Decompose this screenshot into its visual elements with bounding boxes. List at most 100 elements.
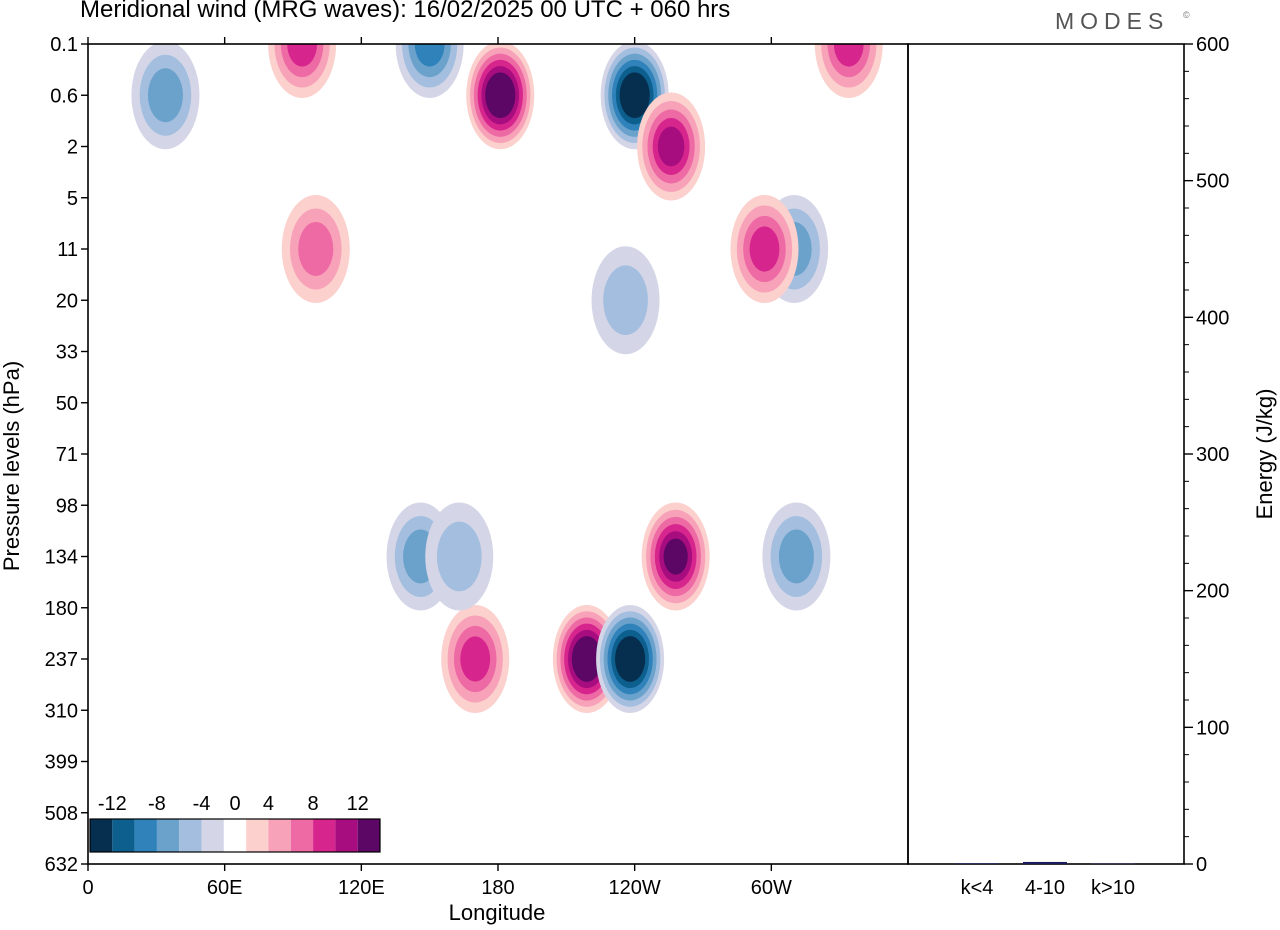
energy-panel-frame [907, 43, 1185, 865]
colorbar-label: -8 [148, 793, 166, 815]
pressure-tick-label: 98 [56, 495, 78, 517]
pressure-axis: 0.1 0.6 2 5 11 20 33 50 71 98 134 180 237 310 399 508 63… [45, 34, 88, 876]
logo-copyright-mark: © [1183, 10, 1190, 20]
chart-title: Meridional wind (MRG waves): 16/02/2025 … [80, 0, 731, 23]
contour-band [436, 521, 482, 592]
positive-wind-anomaly [637, 92, 706, 201]
colorbar-swatch [290, 819, 314, 852]
pressure-tick-label: 0.1 [50, 34, 78, 56]
contour-band [414, 44, 445, 67]
energy-tick-label: 300 [1196, 444, 1229, 466]
positive-wind-anomaly [641, 502, 710, 611]
pressure-tick-label: 399 [45, 752, 78, 774]
contour-band [298, 222, 334, 276]
positive-wind-anomaly [268, 44, 337, 98]
y-axis-title: Pressure levels (hPa) [0, 360, 24, 572]
plot-frame [87, 43, 909, 865]
negative-wind-anomaly [395, 44, 464, 98]
contour-band [488, 78, 512, 112]
colorbar: -12 -8 -4 0 4 8 12 [89, 793, 381, 853]
contour-band [147, 68, 183, 123]
pressure-tick-label: 632 [45, 854, 78, 876]
pressure-tick-label: 508 [45, 803, 78, 825]
energy-tick-label: 200 [1196, 581, 1229, 603]
pressure-tick-label: 50 [56, 393, 78, 415]
colorbar-swatch [179, 819, 202, 852]
colorbar-label: 0 [229, 793, 240, 815]
energy-tick-label: 600 [1196, 34, 1229, 56]
energy-bar [1091, 863, 1135, 865]
contour-field [131, 44, 883, 713]
colorbar-swatch [134, 819, 157, 852]
energy-bar [955, 863, 999, 864]
energy-tick-label: 100 [1196, 717, 1229, 739]
contour-band [657, 126, 685, 167]
positive-wind-anomaly [441, 605, 510, 713]
colorbar-label: 4 [263, 793, 274, 815]
energy-axis: 0 100 200 300 400 500 600 [1184, 34, 1229, 876]
contour-band [603, 265, 648, 336]
colorbar-label: 8 [308, 793, 319, 815]
pressure-tick-label: 310 [45, 700, 78, 722]
negative-wind-anomaly [596, 605, 665, 713]
negative-wind-anomaly [425, 502, 494, 611]
colorbar-label: 12 [347, 793, 369, 815]
colorbar-swatch [246, 819, 269, 852]
contour-band [778, 529, 814, 584]
pressure-tick-label: 134 [45, 547, 78, 569]
energy-tick-label: 0 [1196, 854, 1207, 876]
colorbar-swatch [156, 819, 180, 852]
longitude-axis: 0 60E 120E 180 120W 60W [82, 37, 792, 899]
energy-category-label: k>10 [1091, 877, 1135, 899]
positive-wind-anomaly [814, 44, 883, 98]
colorbar-swatch [268, 819, 291, 852]
contour-band [833, 44, 864, 67]
negative-wind-anomaly [762, 502, 831, 611]
pressure-tick-label: 5 [67, 188, 78, 210]
colorbar-swatch [335, 819, 358, 852]
longitude-tick-label: 60W [751, 877, 792, 899]
pressure-tick-label: 0.6 [50, 85, 78, 107]
energy-category-labels: k<4 4-10 k>10 [961, 877, 1135, 899]
colorbar-swatch [201, 819, 224, 852]
contour-band [663, 538, 688, 575]
pressure-tick-label: 33 [56, 342, 78, 364]
colorbar-swatch [223, 819, 247, 852]
colorbar-swatch [112, 819, 135, 852]
contour-band [287, 44, 318, 67]
pressure-tick-label: 2 [67, 137, 78, 159]
longitude-tick-label: 120E [338, 877, 385, 899]
positive-wind-anomaly [466, 44, 535, 150]
negative-wind-anomaly [131, 44, 200, 150]
longitude-tick-label: 60E [207, 877, 243, 899]
energy-category-label: k<4 [961, 877, 994, 899]
pressure-tick-label: 237 [45, 649, 78, 671]
energy-tick-label: 400 [1196, 307, 1229, 329]
negative-wind-anomaly [591, 246, 660, 355]
pressure-tick-label: 11 [57, 239, 78, 261]
contour-band [623, 78, 646, 112]
energy-tick-label: 500 [1196, 171, 1229, 193]
energy-axis-title: Energy (J/kg) [1252, 388, 1277, 520]
longitude-tick-label: 180 [481, 877, 514, 899]
energy-category-label: 4-10 [1025, 877, 1065, 899]
colorbar-swatch [357, 819, 380, 852]
colorbar-label: -12 [98, 793, 127, 815]
pressure-tick-label: 180 [45, 598, 78, 620]
contour-band [618, 642, 642, 676]
modes-logo: MODES [1055, 8, 1170, 34]
pressure-tick-label: 20 [56, 290, 78, 312]
contour-band [575, 642, 599, 676]
energy-bars [955, 861, 1135, 865]
contour-band [460, 636, 491, 682]
pressure-tick-label: 71 [56, 444, 78, 466]
longitude-tick-label: 120W [609, 877, 661, 899]
colorbar-label: -4 [193, 793, 211, 815]
contour-band [749, 226, 780, 272]
colorbar-swatch [313, 819, 336, 852]
positive-wind-anomaly [730, 195, 799, 303]
positive-wind-anomaly [281, 195, 350, 303]
x-axis-title: Longitude [448, 900, 546, 925]
energy-bar [1023, 861, 1067, 864]
